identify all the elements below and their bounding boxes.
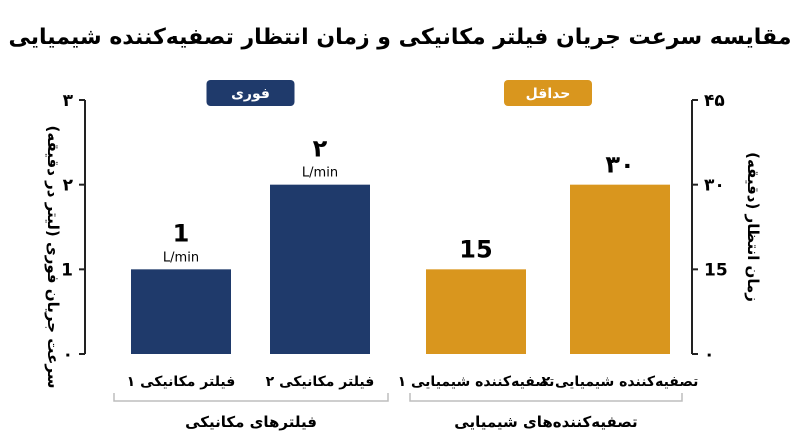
bar <box>270 184 370 354</box>
left-axis-title: سرعت جریان فوری (لیتر در دقیقه) <box>44 126 62 389</box>
bar-value-label: 1 <box>173 219 190 247</box>
left-axis-tick-label: 1 <box>61 260 73 280</box>
bar-value-label: ۲ <box>313 135 328 163</box>
group-label: تصفیه‌کننده‌های شیمیایی <box>454 413 637 431</box>
category-label: تصفیه‌کننده شیمیایی ۱ <box>398 374 555 390</box>
group-badge-label: فوری <box>231 86 270 102</box>
bar <box>570 184 670 354</box>
group-label: فیلترهای مکانیکی <box>185 413 317 431</box>
category-label: فیلتر مکانیکی ۱ <box>127 374 236 390</box>
left-axis-tick-label: ۳ <box>63 91 74 111</box>
group-badge-label: حداقل <box>526 86 571 102</box>
group-badge <box>504 80 592 106</box>
right-axis-tick-label: ۰ <box>704 345 714 365</box>
labels: 1 L/min فیلتر مکانیکی ۱ ۲ L/min فیلتر مکانیکی… <box>127 80 699 431</box>
left-axis-tick-label: ۰ <box>63 345 73 365</box>
bars <box>131 184 670 354</box>
bar-value-label: 15 <box>459 235 492 263</box>
chart-title: مقایسه سرعت جریان فیلتر مکانیکی و زمان ا… <box>9 25 792 50</box>
right-axis-tick-label: 15 <box>704 260 728 280</box>
left-axis-tick-label: ۲ <box>63 176 74 196</box>
right-axis-title: زمان انتظار (دقیقه) <box>744 152 762 302</box>
bar <box>426 269 526 354</box>
group-badge <box>206 80 295 106</box>
group-bracket <box>409 393 683 402</box>
group-bracket <box>113 393 389 402</box>
right-axis-tick-label: ۳۰ <box>704 176 725 196</box>
right-axis-tick-label: ۴۵ <box>704 91 725 111</box>
category-label: فیلتر مکانیکی ۲ <box>266 374 375 390</box>
category-label: تصفیه‌کننده شیمیایی ۲ <box>542 374 699 390</box>
bar-value-label: ۳۰ <box>605 151 634 179</box>
bar-unit-label: L/min <box>163 250 199 265</box>
bar-unit-label: L/min <box>302 166 338 181</box>
bar <box>131 269 231 354</box>
